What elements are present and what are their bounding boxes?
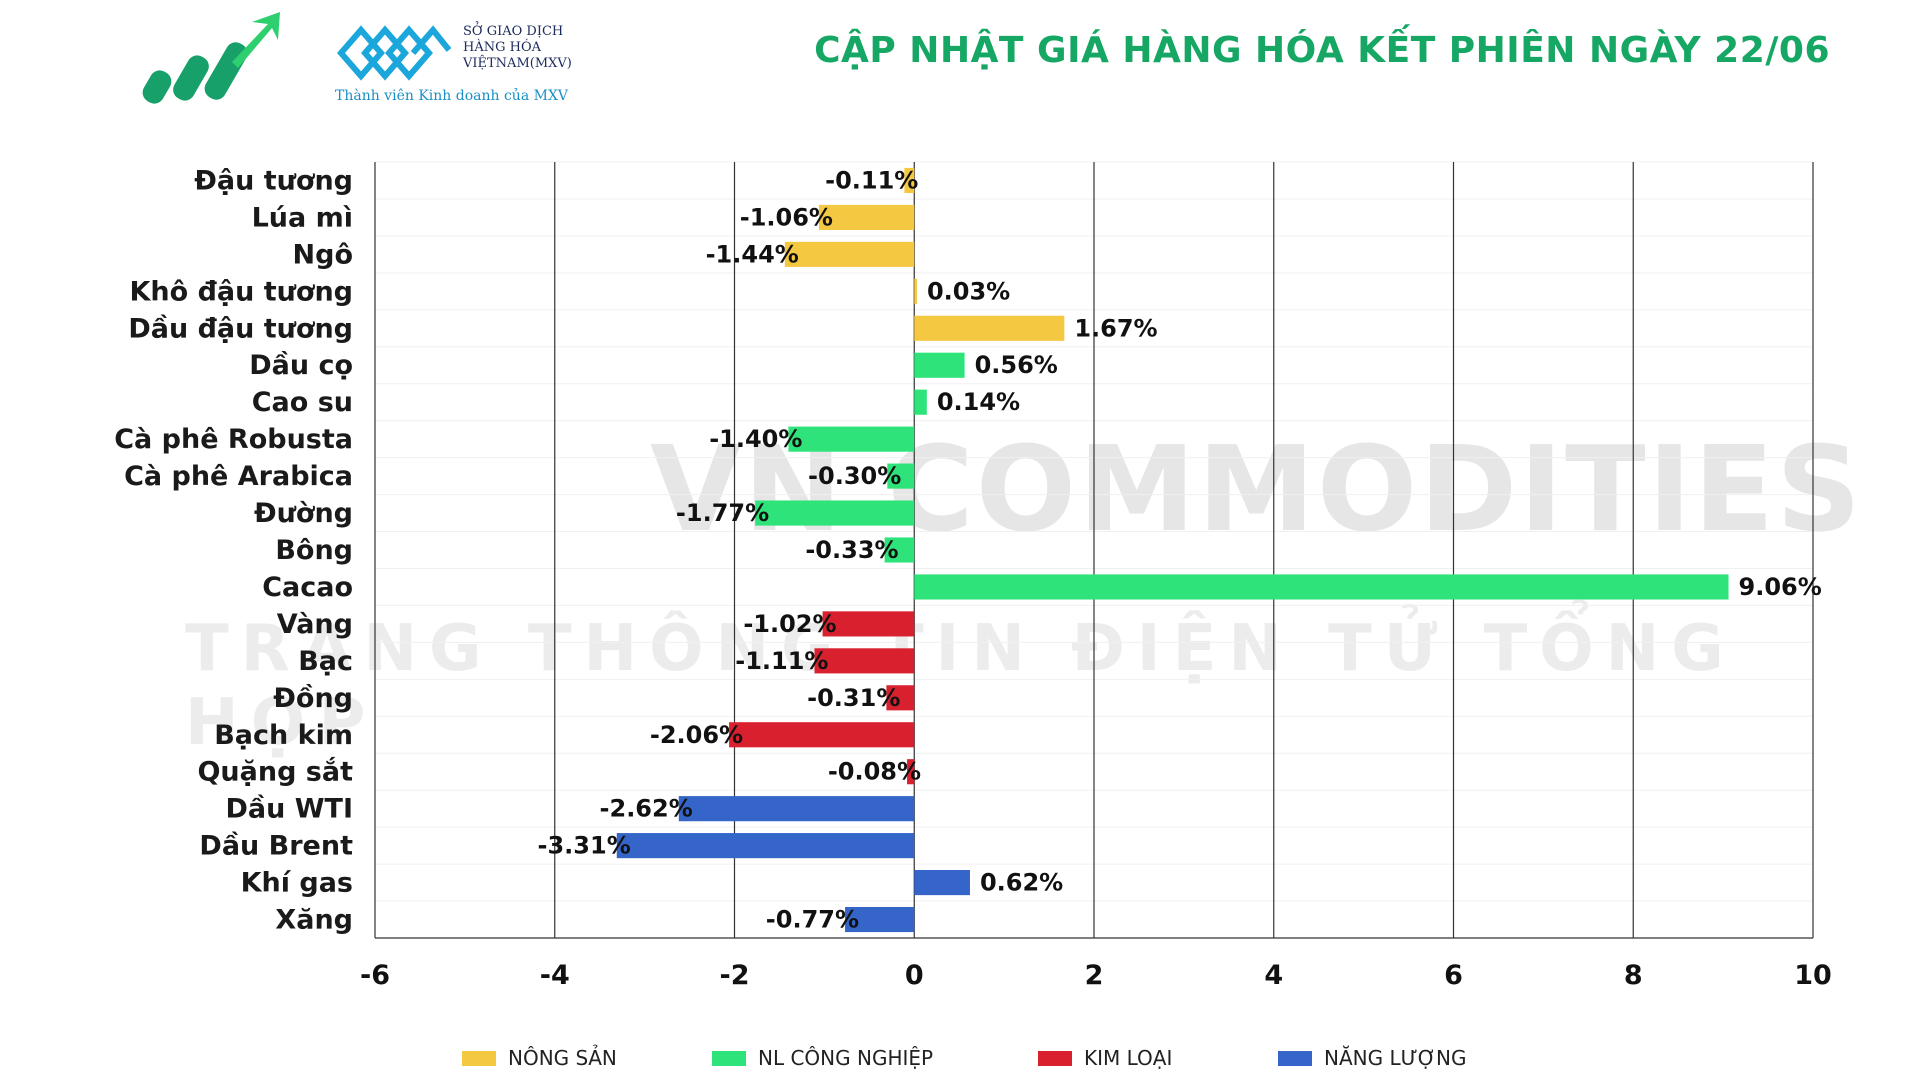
chart-legend: NÔNG SẢN NL CÔNG NGHIỆP KIM LOẠI NĂNG LƯ… [0, 1046, 1920, 1072]
bar [788, 426, 915, 452]
bar [678, 796, 915, 822]
mxv-name-line-1: SỞ GIAO DỊCH [463, 24, 564, 39]
x-tick-label: 4 [1264, 960, 1283, 991]
category-label: Đồng [273, 683, 353, 714]
x-tick-label: -4 [540, 960, 570, 991]
data-label: -3.31% [538, 832, 631, 860]
x-tick-label: -2 [720, 960, 750, 991]
bar [914, 389, 927, 415]
data-label: -0.31% [807, 684, 900, 712]
bar [845, 906, 915, 933]
data-label: -1.02% [743, 610, 836, 638]
x-tick-label: 8 [1624, 960, 1643, 991]
mxv-name-line-3: VIỆTNAM(MXV) [463, 56, 572, 71]
category-label: Cao su [252, 387, 353, 418]
bar [914, 352, 965, 378]
bar [814, 648, 915, 674]
bar-chart: -6 -4 -2 0 2 4 6 8 10 Đậu tương -0.11% Lúa mì -1.06%… [114, 161, 1832, 991]
data-label: -1.06% [740, 203, 833, 231]
data-label: -0.33% [805, 536, 898, 564]
mxv-name-line-2: HÀNG HÓA [463, 40, 541, 55]
category-label: Khí gas [241, 868, 353, 899]
category-label: Bông [275, 535, 353, 566]
x-tick-label: 6 [1444, 960, 1463, 991]
legend-label: KIM LOẠI [1084, 1046, 1173, 1070]
bar [755, 500, 915, 526]
category-label: Ngô [293, 239, 353, 270]
category-label: Dầu WTI [226, 794, 354, 825]
x-tick-label: -6 [360, 960, 390, 991]
data-label: 0.62% [980, 869, 1063, 897]
data-label: 1.67% [1074, 314, 1157, 342]
legend-item-kim-loai: KIM LOẠI [1038, 1046, 1172, 1070]
category-label: Dầu cọ [249, 350, 353, 381]
brand-logo-icon [142, 12, 280, 104]
data-label: -2.62% [600, 795, 693, 823]
bar [884, 537, 915, 563]
category-label: Cacao [262, 572, 353, 603]
legend-swatch [1038, 1050, 1072, 1066]
data-label: -1.11% [735, 647, 828, 675]
data-label: 9.06% [1739, 573, 1822, 601]
watermark-tagline: TRANG THÔNG TIN ĐIỆN TỬ TỔNG HỢP [185, 612, 1736, 760]
bar [887, 463, 915, 489]
legend-swatch [1278, 1050, 1312, 1066]
legend-swatch [462, 1050, 496, 1066]
category-label: Xăng [275, 905, 353, 936]
category-label: Dầu Brent [199, 831, 353, 862]
category-label: Cà phê Arabica [124, 461, 353, 492]
x-tick-label: 10 [1794, 960, 1832, 991]
data-label: -0.08% [828, 758, 921, 786]
category-label: Cà phê Robusta [114, 424, 353, 455]
bar [914, 278, 917, 304]
bar [914, 870, 970, 896]
bar [616, 833, 915, 859]
category-label: Bạch kim [214, 720, 353, 751]
bar [784, 241, 915, 267]
page-title: CẬP NHẬT GIÁ HÀNG HÓA KẾT PHIÊN NGÀY 22/… [814, 30, 1830, 71]
legend-label: NĂNG LƯỢNG [1324, 1046, 1467, 1070]
mxv-tagline: Thành viên Kinh doanh của MXV [335, 88, 569, 104]
category-label: Dầu đậu tương [128, 313, 353, 344]
category-label: Vàng [277, 609, 353, 640]
category-label: Bạc [298, 646, 353, 677]
data-label: -0.30% [808, 462, 901, 490]
bar [822, 611, 915, 637]
data-label: 0.14% [937, 388, 1020, 416]
data-label: 0.56% [975, 351, 1058, 379]
bar [818, 204, 915, 230]
legend-label: NL CÔNG NGHIỆP [758, 1046, 934, 1070]
bar [914, 315, 1065, 341]
bar [729, 722, 915, 748]
bar [907, 759, 915, 785]
legend-label: NÔNG SẢN [508, 1046, 617, 1070]
category-label: Khô đậu tương [130, 276, 354, 307]
bar [904, 167, 915, 194]
category-label: Đậu tương [194, 165, 353, 196]
mxv-name: SỞ GIAO DỊCH HÀNG HÓA VIỆTNAM(MXV) [463, 24, 572, 72]
category-label: Đường [254, 498, 353, 529]
category-label: Lúa mì [252, 202, 353, 233]
category-label: Quặng sắt [197, 757, 353, 788]
mxv-logo-icon [337, 25, 452, 81]
legend-swatch [712, 1050, 746, 1066]
bar [914, 574, 1729, 600]
bar [886, 685, 915, 711]
x-tick-label: 2 [1085, 960, 1104, 991]
data-label: -1.44% [706, 240, 799, 268]
data-label: -2.06% [650, 721, 743, 749]
x-tick-label: 0 [905, 960, 924, 991]
data-label: -0.77% [766, 906, 859, 934]
legend-item-nl-cong-nghiep: NL CÔNG NGHIỆP [712, 1046, 933, 1070]
legend-item-nong-san: NÔNG SẢN [462, 1046, 617, 1070]
data-label: -0.11% [825, 166, 918, 194]
data-label: -1.77% [676, 499, 769, 527]
data-label: -1.40% [709, 425, 802, 453]
legend-item-nang-luong: NĂNG LƯỢNG [1278, 1046, 1466, 1070]
data-label: 0.03% [927, 277, 1010, 305]
